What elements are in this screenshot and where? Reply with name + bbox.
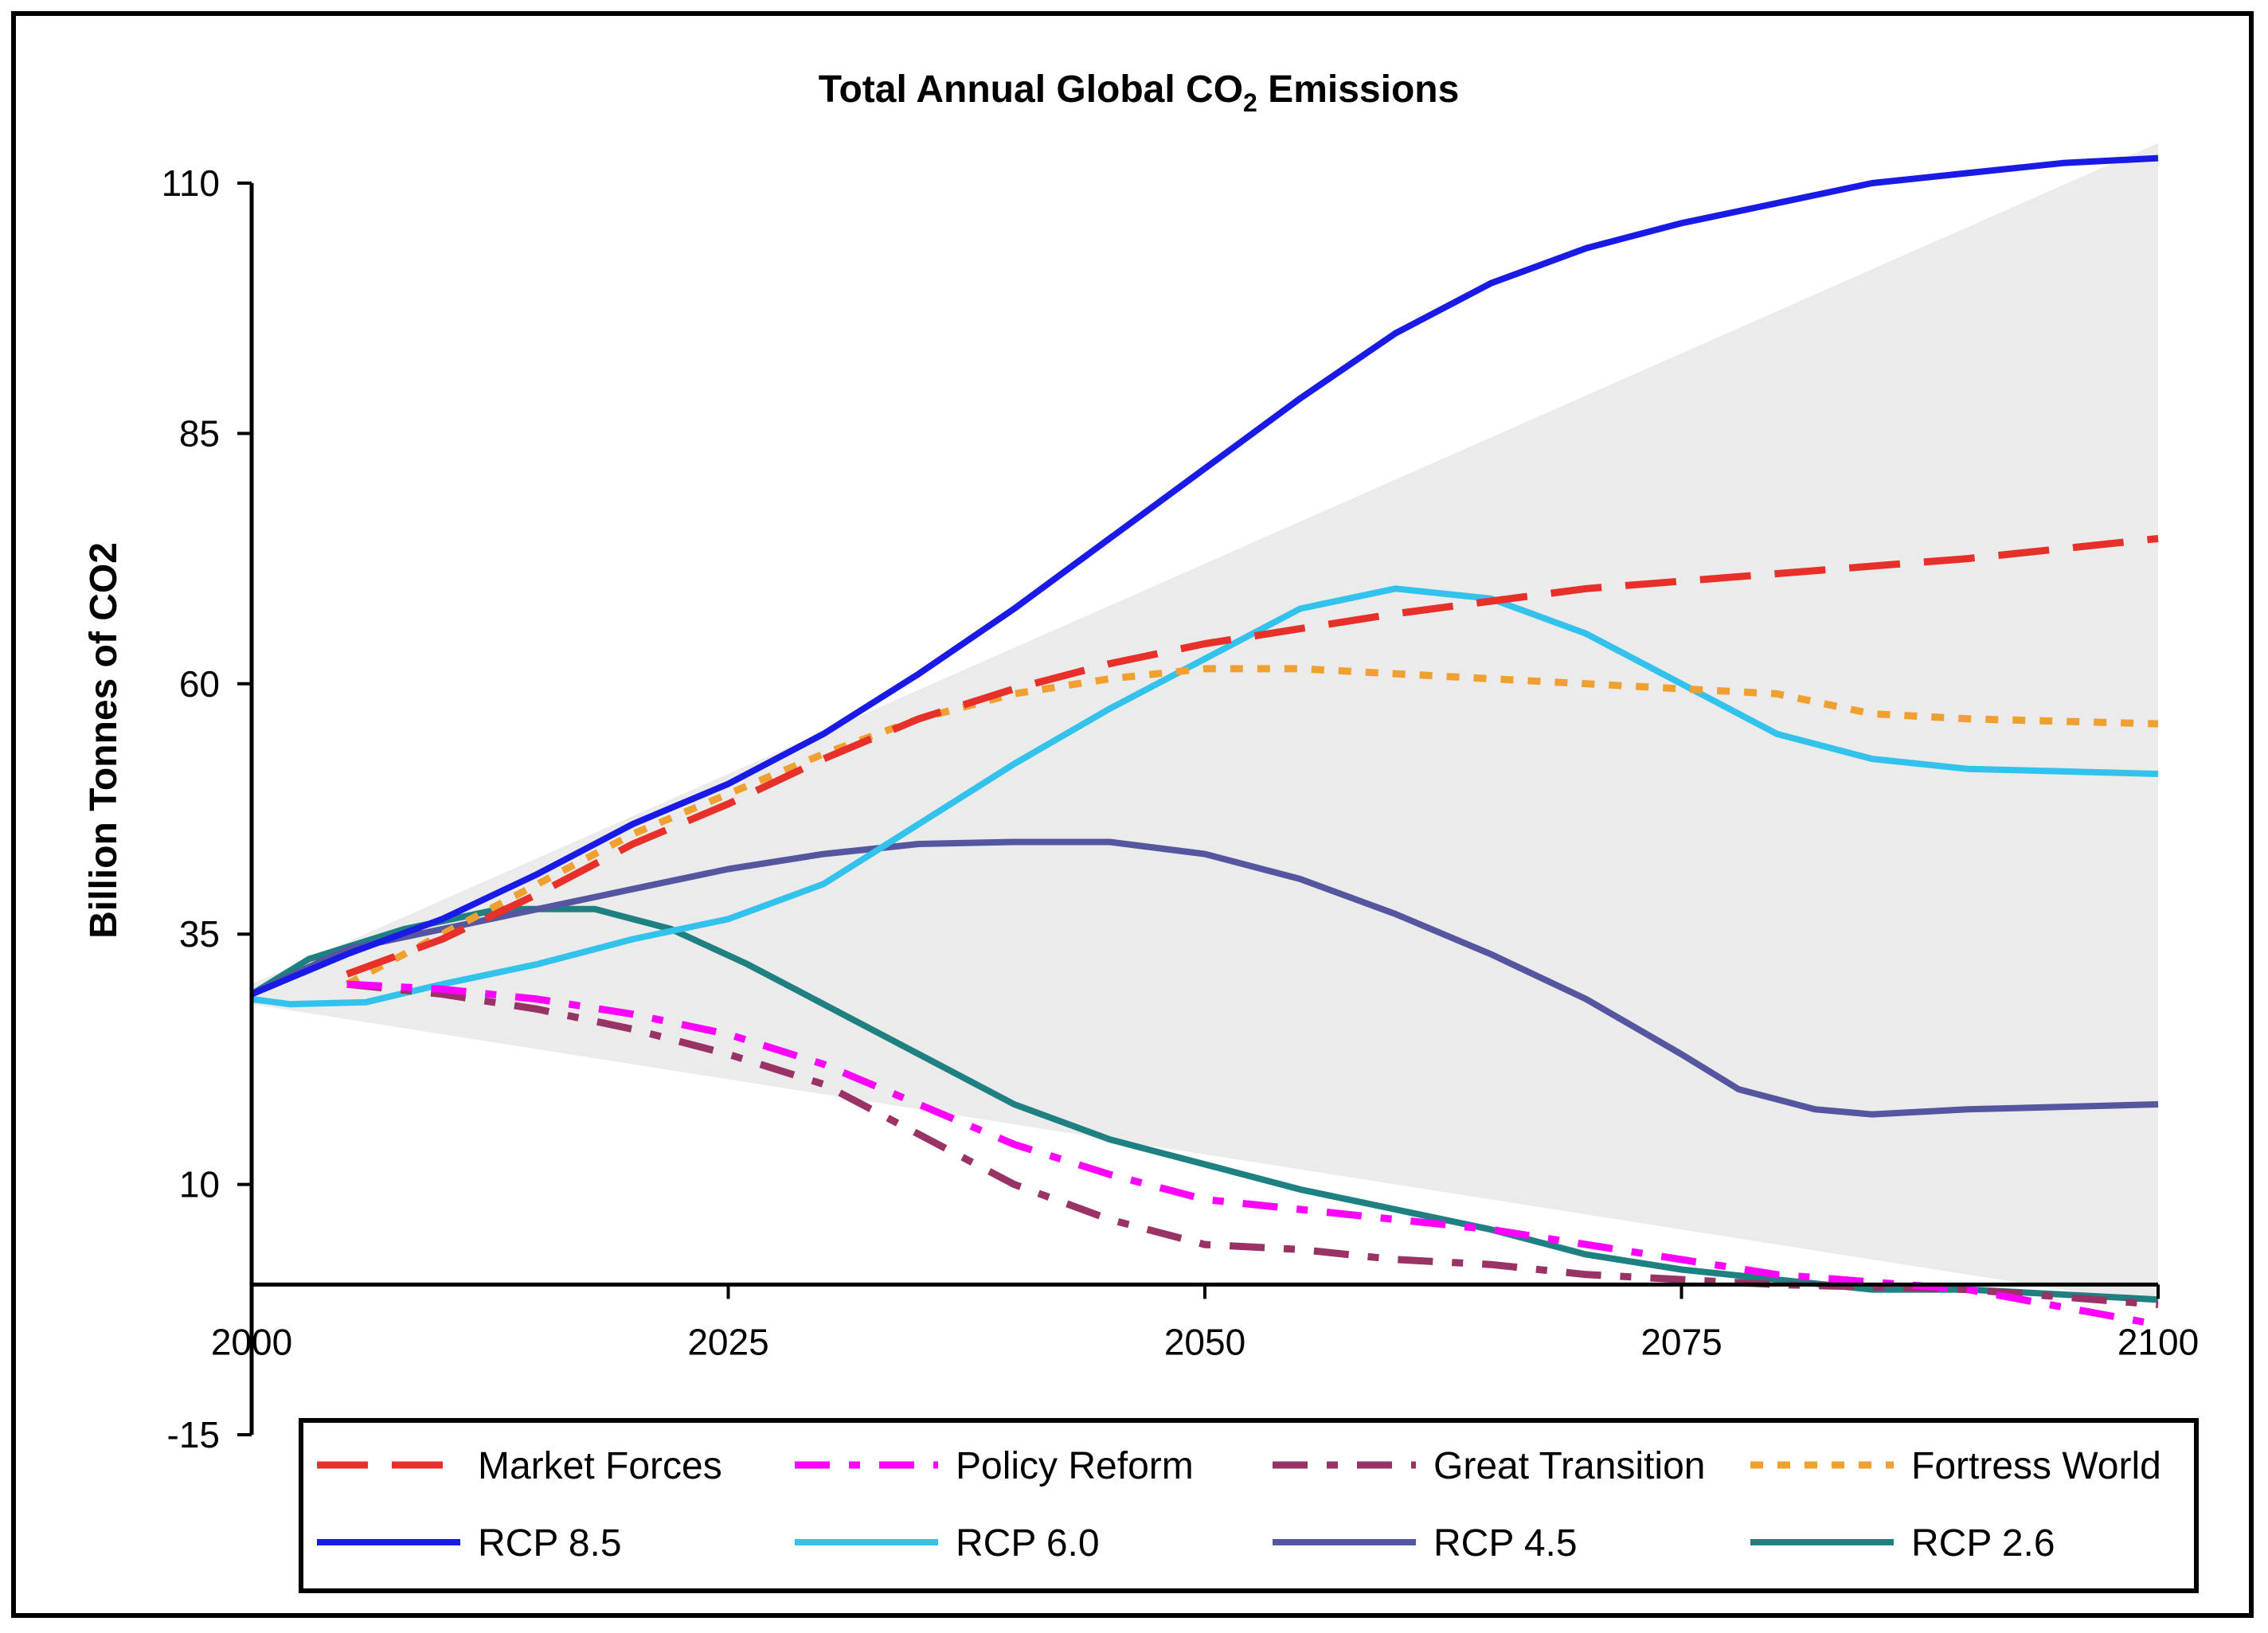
y-tick-label: 85 (179, 412, 220, 454)
legend-label: RCP 2.6 (1911, 1522, 2055, 1565)
series-line-policy-reform (346, 980, 2159, 1329)
series-line-great-transition (346, 980, 2159, 1308)
x-tick-label: 2025 (687, 1321, 768, 1362)
legend-item: Great Transition (1273, 1445, 1705, 1487)
series-line-rcp-6-0 (251, 585, 2159, 1008)
series-line-market-forces (346, 534, 2159, 978)
x-tick-label: 2075 (1640, 1321, 1722, 1362)
legend-box (299, 1418, 2199, 1593)
x-tick-label: 2050 (1164, 1321, 1245, 1362)
legend-item: Policy Reform (795, 1445, 1194, 1487)
y-axis-label: Billion Tonnes of CO2 (83, 542, 125, 939)
legend-item: Market Forces (317, 1445, 722, 1487)
legend-label: RCP 4.5 (1433, 1522, 1578, 1565)
uncertainty-band-layer (252, 143, 2158, 1305)
legend-label: Policy Reform (956, 1445, 1194, 1487)
legend-label: RCP 6.0 (956, 1522, 1100, 1565)
legend-item: RCP 2.6 (1750, 1522, 2055, 1565)
y-tick-label: 35 (179, 913, 220, 955)
x-tick-label: 2100 (2117, 1321, 2199, 1362)
legend-item: RCP 4.5 (1273, 1522, 1578, 1565)
y-tick-label: -15 (167, 1414, 220, 1455)
y-tick-label: 60 (179, 663, 220, 705)
y-tick-label: 10 (179, 1164, 220, 1205)
chart-title-main: Total Annual Global CO (819, 68, 1243, 111)
chart-title: Total Annual Global CO2 Emissions (819, 68, 1460, 117)
chart-title-subscript: 2 (1243, 88, 1257, 117)
legend-label: Fortress World (1911, 1445, 2161, 1487)
legend-item: RCP 6.0 (795, 1522, 1100, 1565)
series-line-rcp-4-5 (250, 838, 2159, 1118)
chart-title-suffix: Emissions (1257, 68, 1459, 111)
legend: Market Forces Policy Reform Great Transiti… (299, 1418, 2199, 1593)
legend-label: Great Transition (1433, 1445, 1705, 1487)
legend-label: RCP 8.5 (478, 1522, 622, 1565)
x-tick-label: 2000 (211, 1321, 292, 1362)
series-line-rcp-8-5 (250, 154, 2159, 998)
legend-label: Market Forces (478, 1445, 722, 1487)
uncertainty-band (252, 143, 2158, 1305)
legend-item: Fortress World (1750, 1445, 2161, 1487)
series-line-fortress-world (345, 665, 2159, 988)
y-tick-label: 110 (162, 162, 220, 204)
legend-item: RCP 8.5 (317, 1522, 622, 1565)
axis-layer: 110 85 60 35 10 -15 2000 2025 2050 2075 2100 (162, 162, 2200, 1455)
